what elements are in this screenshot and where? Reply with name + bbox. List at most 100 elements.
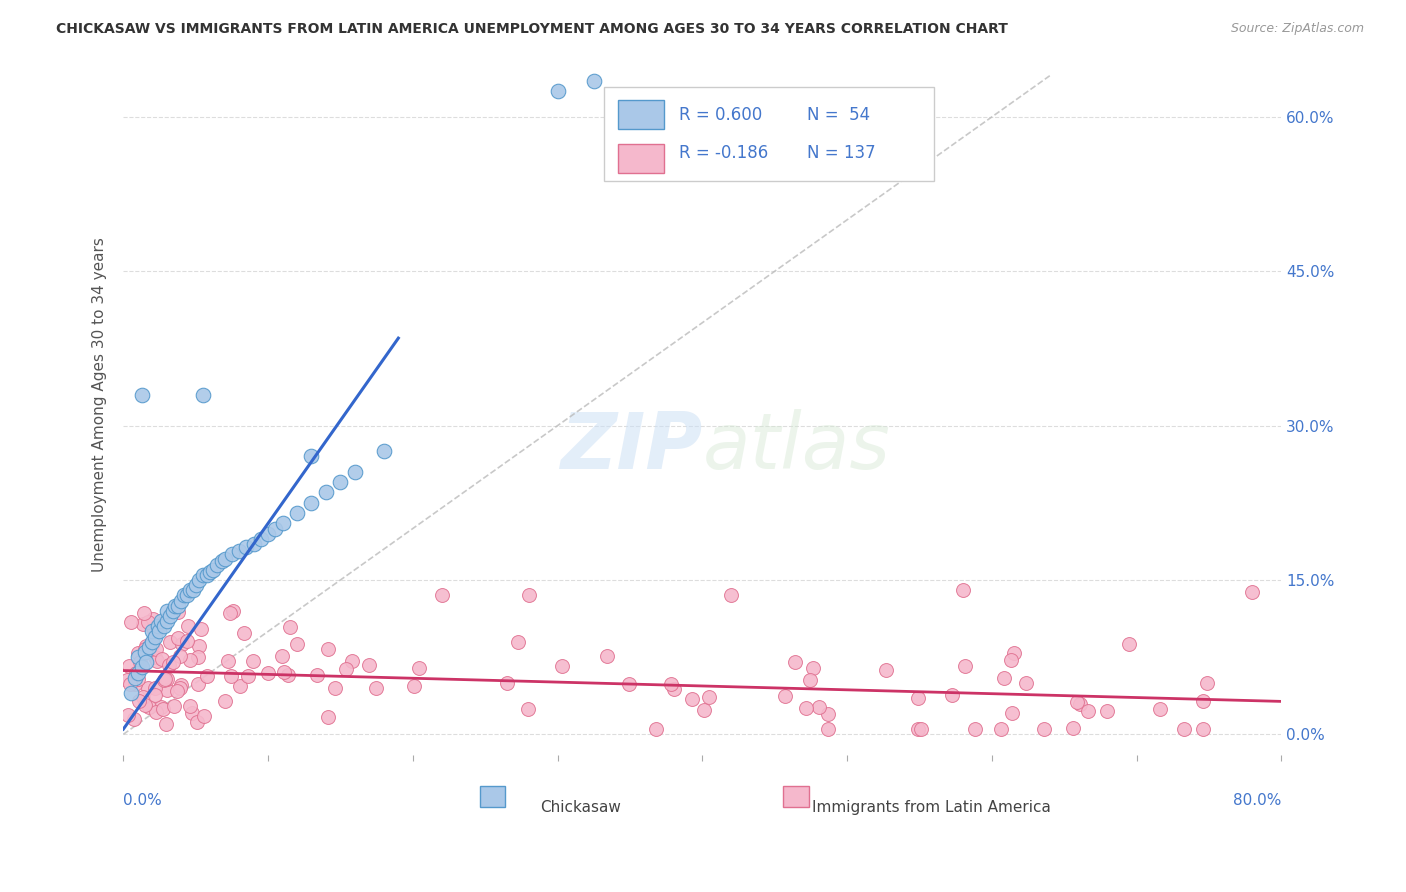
Point (238, 669, 260, 683)
Point (697, 690, 720, 704)
Point (145, 621, 167, 635)
Point (191, 388, 214, 402)
Point (145, 641, 167, 656)
Point (149, 614, 172, 628)
FancyBboxPatch shape (617, 145, 664, 173)
Point (364, 681, 387, 695)
Point (783, 655, 806, 669)
Point (152, 673, 174, 688)
Point (157, 658, 180, 673)
FancyBboxPatch shape (617, 100, 664, 128)
Point (125, 666, 148, 681)
Point (340, 654, 363, 668)
Point (127, 650, 149, 665)
FancyBboxPatch shape (605, 87, 934, 181)
Text: 80.0%: 80.0% (1233, 793, 1281, 808)
Point (235, 540, 257, 554)
Point (1191, 694, 1213, 708)
Point (159, 609, 181, 624)
Point (186, 715, 208, 730)
Point (138, 700, 160, 714)
Point (517, 588, 540, 602)
Point (156, 682, 179, 697)
Point (662, 682, 685, 697)
Point (264, 522, 287, 536)
Point (156, 604, 179, 618)
Point (131, 388, 153, 402)
Point (156, 672, 179, 686)
Point (1149, 701, 1171, 715)
Text: 0.0%: 0.0% (124, 793, 162, 808)
Text: N = 137: N = 137 (807, 145, 875, 162)
Point (645, 722, 668, 736)
Point (221, 547, 243, 561)
Point (807, 700, 830, 714)
Point (773, 689, 796, 703)
Point (136, 615, 159, 629)
Point (952, 583, 974, 598)
Point (430, 588, 453, 602)
Point (117, 708, 139, 723)
Point (170, 593, 193, 607)
Point (242, 537, 264, 551)
Point (619, 677, 641, 691)
Point (318, 710, 340, 724)
Point (1032, 722, 1054, 736)
Point (143, 649, 166, 664)
Point (155, 716, 177, 731)
Point (661, 677, 683, 691)
Point (495, 676, 517, 690)
Point (148, 624, 170, 639)
Point (875, 663, 897, 677)
Point (173, 588, 195, 602)
Point (179, 699, 201, 714)
Point (195, 668, 218, 682)
Text: Immigrants from Latin America: Immigrants from Latin America (813, 800, 1052, 815)
Point (129, 655, 152, 669)
Point (280, 620, 302, 634)
Point (176, 588, 198, 602)
Point (156, 614, 179, 628)
Point (186, 649, 208, 664)
Point (128, 694, 150, 708)
Point (953, 658, 976, 673)
Point (316, 641, 339, 656)
Point (167, 631, 190, 645)
Point (250, 532, 273, 546)
Point (1015, 676, 1038, 690)
Point (134, 606, 156, 620)
Point (167, 605, 190, 619)
Point (141, 638, 163, 652)
Point (169, 648, 191, 663)
Point (799, 673, 821, 687)
Point (165, 599, 187, 613)
Point (1095, 704, 1118, 718)
Text: Chickasaw: Chickasaw (540, 800, 621, 815)
Point (162, 655, 184, 669)
Point (145, 654, 167, 668)
Point (1001, 706, 1024, 720)
Point (941, 688, 963, 702)
Point (271, 516, 294, 531)
Point (179, 653, 201, 667)
Point (211, 554, 233, 568)
Point (277, 668, 299, 682)
Point (135, 655, 157, 669)
Point (120, 686, 142, 700)
Point (195, 567, 218, 582)
Point (794, 701, 817, 715)
Text: atlas: atlas (703, 409, 890, 485)
Point (162, 604, 184, 618)
Point (124, 676, 146, 690)
Point (181, 583, 204, 598)
Point (202, 563, 225, 577)
Point (582, 74, 605, 88)
Point (305, 668, 328, 682)
Point (907, 691, 929, 706)
Point (817, 706, 839, 721)
Point (343, 465, 366, 479)
Point (120, 615, 142, 629)
Point (115, 673, 138, 687)
Point (170, 678, 193, 692)
Point (404, 680, 426, 694)
